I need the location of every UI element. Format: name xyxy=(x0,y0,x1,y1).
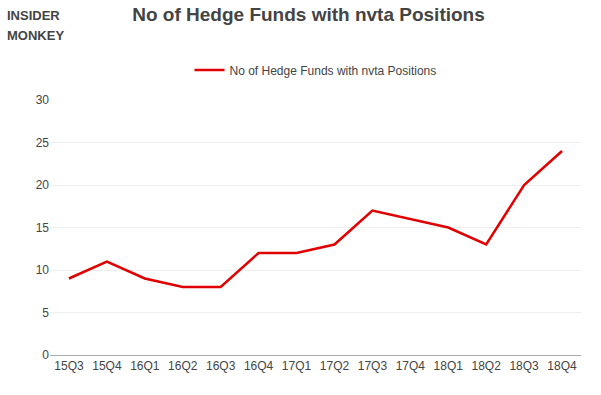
svg-text:17Q2: 17Q2 xyxy=(320,359,350,373)
svg-text:18Q2: 18Q2 xyxy=(472,359,502,373)
svg-text:18Q3: 18Q3 xyxy=(509,359,539,373)
svg-text:30: 30 xyxy=(36,93,50,107)
svg-text:16Q1: 16Q1 xyxy=(130,359,160,373)
svg-text:5: 5 xyxy=(42,306,49,320)
svg-text:16Q2: 16Q2 xyxy=(168,359,198,373)
svg-text:17Q1: 17Q1 xyxy=(282,359,312,373)
svg-text:25: 25 xyxy=(36,136,50,150)
svg-text:17Q3: 17Q3 xyxy=(358,359,388,373)
svg-text:15: 15 xyxy=(36,221,50,235)
svg-text:15Q4: 15Q4 xyxy=(92,359,122,373)
svg-text:20: 20 xyxy=(36,178,50,192)
svg-text:15Q3: 15Q3 xyxy=(54,359,84,373)
svg-text:No of Hedge Funds with nvta Po: No of Hedge Funds with nvta Positions xyxy=(230,64,437,78)
svg-text:16Q4: 16Q4 xyxy=(244,359,274,373)
svg-text:MONKEY: MONKEY xyxy=(7,28,64,43)
svg-text:18Q1: 18Q1 xyxy=(434,359,464,373)
svg-text:10: 10 xyxy=(36,263,50,277)
svg-text:0: 0 xyxy=(42,348,49,362)
svg-text:17Q4: 17Q4 xyxy=(396,359,426,373)
svg-text:INSIDER: INSIDER xyxy=(7,8,60,23)
svg-text:16Q3: 16Q3 xyxy=(206,359,236,373)
svg-text:18Q4: 18Q4 xyxy=(547,359,577,373)
svg-text:No of Hedge Funds with nvta Po: No of Hedge Funds with nvta Positions xyxy=(132,4,485,25)
